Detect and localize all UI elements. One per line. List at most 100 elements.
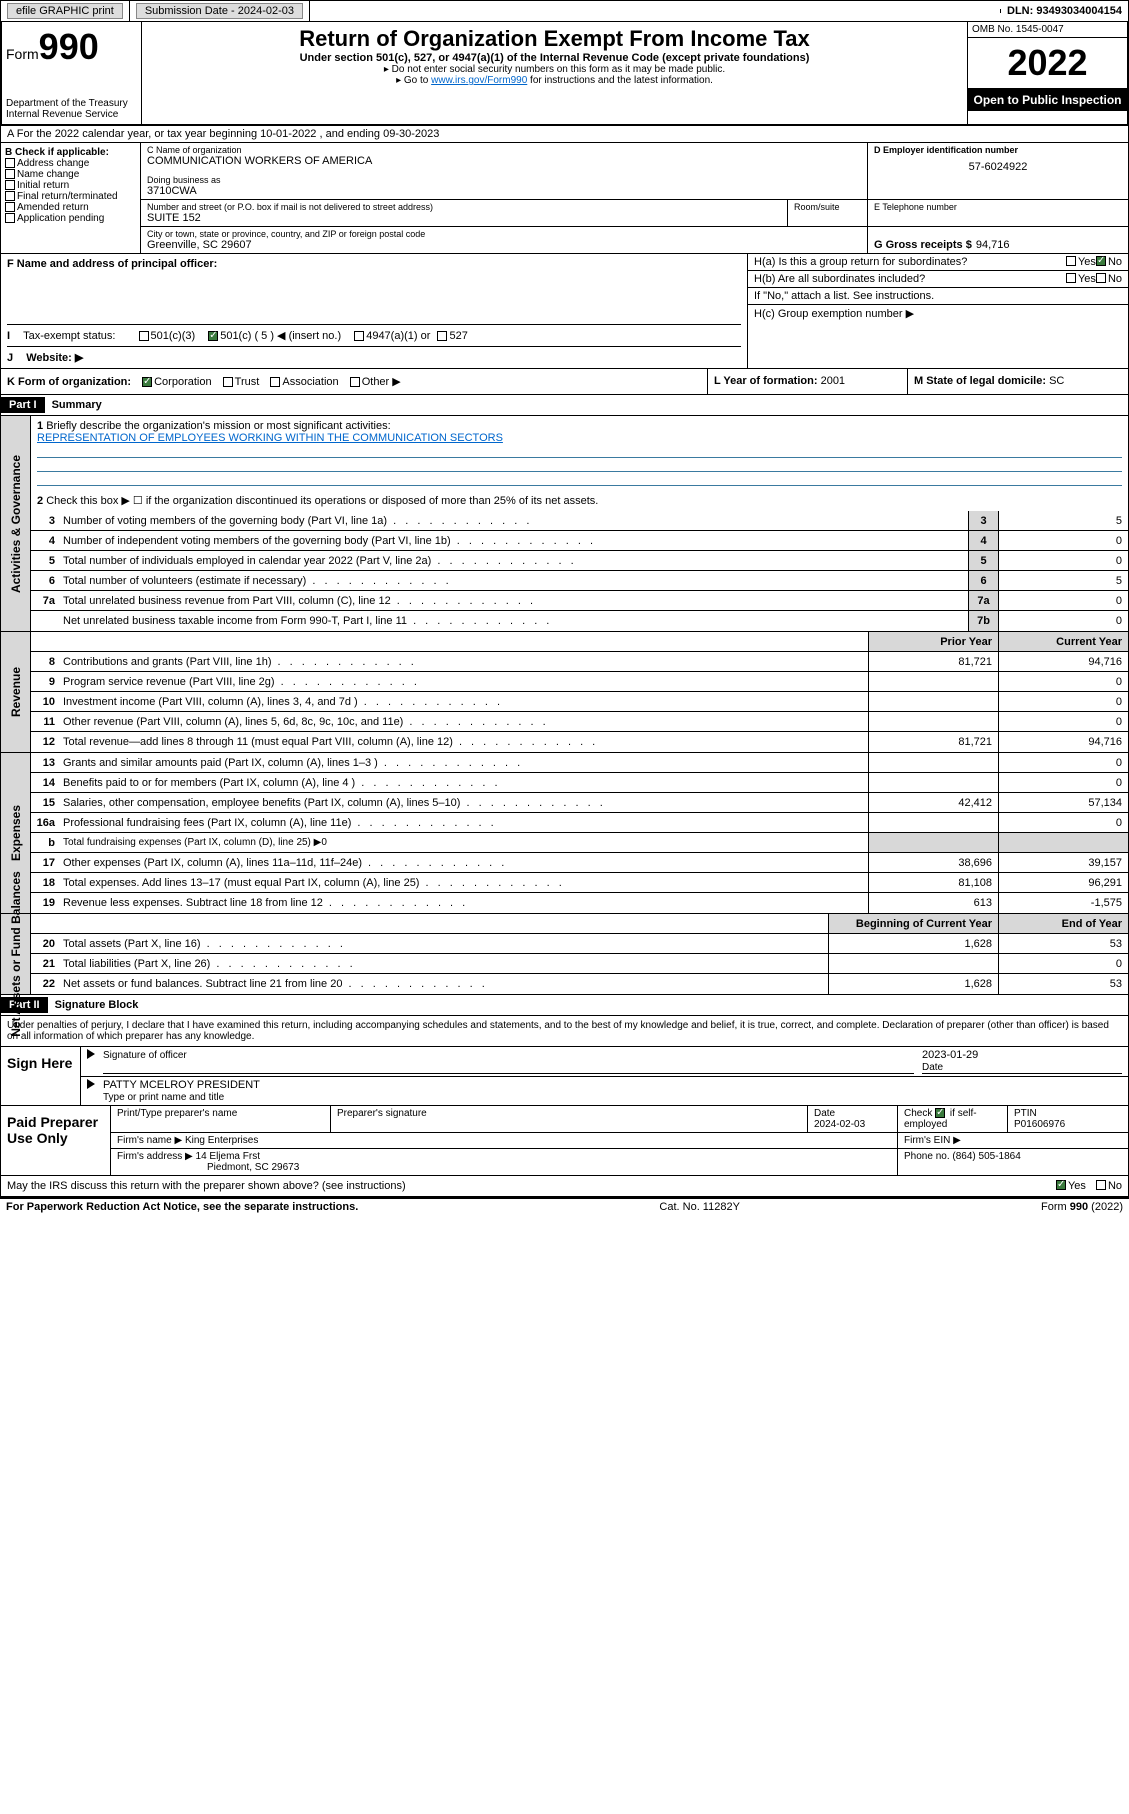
phone-value: (864) 505-1864 bbox=[952, 1151, 1020, 1162]
line-current bbox=[998, 833, 1128, 852]
table-row: 12 Total revenue—add lines 8 through 11 … bbox=[31, 732, 1128, 752]
form990-link[interactable]: www.irs.gov/Form990 bbox=[431, 75, 527, 86]
501c-checkbox[interactable] bbox=[208, 331, 218, 341]
line-text: Total assets (Part X, line 16) bbox=[59, 936, 828, 952]
final-return-checkbox[interactable] bbox=[5, 191, 15, 201]
line-current: 53 bbox=[998, 934, 1128, 953]
footer-form-c: (2022) bbox=[1088, 1201, 1123, 1213]
name-change-checkbox[interactable] bbox=[5, 169, 15, 179]
footer-form-a: Form bbox=[1041, 1201, 1070, 1213]
ptin-value: P01606976 bbox=[1014, 1119, 1065, 1130]
table-row: 16a Professional fundraising fees (Part … bbox=[31, 813, 1128, 833]
paid-preparer-label: Paid Preparer Use Only bbox=[1, 1106, 111, 1175]
line-text: Number of independent voting members of … bbox=[59, 533, 968, 549]
prep-date-value: 2024-02-03 bbox=[814, 1119, 865, 1130]
initial-return-checkbox[interactable] bbox=[5, 180, 15, 190]
line-num: 14 bbox=[31, 777, 59, 789]
line-prior: 613 bbox=[868, 893, 998, 913]
signature-block: Under penalties of perjury, I declare th… bbox=[0, 1016, 1129, 1197]
line-text: Benefits paid to or for members (Part IX… bbox=[59, 775, 868, 791]
line-current: 0 bbox=[998, 712, 1128, 731]
discuss-no-label: No bbox=[1108, 1180, 1122, 1192]
line-current: 0 bbox=[998, 692, 1128, 711]
line-text: Program service revenue (Part VIII, line… bbox=[59, 674, 868, 690]
line-prior: 81,721 bbox=[868, 732, 998, 752]
table-row: 13 Grants and similar amounts paid (Part… bbox=[31, 753, 1128, 773]
line-num: 7a bbox=[31, 595, 59, 607]
app-pending-label: Application pending bbox=[17, 213, 104, 224]
rev-spacer2 bbox=[59, 640, 868, 644]
phone-label: Phone no. bbox=[904, 1151, 950, 1162]
line-current: 96,291 bbox=[998, 873, 1128, 892]
line-prior bbox=[828, 954, 998, 973]
line-num: 17 bbox=[31, 857, 59, 869]
hb-label: H(b) Are all subordinates included? bbox=[754, 273, 1066, 285]
hb-no-checkbox[interactable] bbox=[1096, 273, 1106, 283]
ha-no-checkbox[interactable] bbox=[1096, 256, 1106, 266]
org-name: COMMUNICATION WORKERS OF AMERICA bbox=[147, 155, 861, 167]
f-officer-label: F Name and address of principal officer: bbox=[7, 258, 741, 270]
discuss-yes-checkbox[interactable] bbox=[1056, 1180, 1066, 1190]
table-row: 11 Other revenue (Part VIII, column (A),… bbox=[31, 712, 1128, 732]
line-box: 5 bbox=[968, 551, 998, 570]
arrow-icon-2 bbox=[87, 1079, 95, 1089]
trust-checkbox[interactable] bbox=[223, 377, 233, 387]
line-text: Contributions and grants (Part VIII, lin… bbox=[59, 654, 868, 670]
4947-checkbox[interactable] bbox=[354, 331, 364, 341]
e-phone-label: E Telephone number bbox=[874, 202, 1122, 212]
gross-receipts-value: 94,716 bbox=[976, 239, 1010, 251]
other-checkbox[interactable] bbox=[350, 377, 360, 387]
line-num: 12 bbox=[31, 736, 59, 748]
addr-change-checkbox[interactable] bbox=[5, 158, 15, 168]
ha-yes-checkbox[interactable] bbox=[1066, 256, 1076, 266]
hc-label: H(c) Group exemption number ▶ bbox=[754, 307, 914, 320]
assoc-checkbox[interactable] bbox=[270, 377, 280, 387]
line-num: 18 bbox=[31, 877, 59, 889]
k-label: K Form of organization: bbox=[7, 376, 131, 388]
line-current: 0 bbox=[998, 954, 1128, 973]
527-checkbox[interactable] bbox=[437, 331, 447, 341]
firm-name-label: Firm's name ▶ bbox=[117, 1135, 182, 1146]
self-emp-checkbox[interactable] bbox=[935, 1108, 945, 1118]
line-text: Total liabilities (Part X, line 26) bbox=[59, 956, 828, 972]
section-bcdeg: B Check if applicable: Address change Na… bbox=[0, 143, 1129, 254]
line-text: Grants and similar amounts paid (Part IX… bbox=[59, 755, 868, 771]
final-return-label: Final return/terminated bbox=[17, 191, 118, 202]
side-rev-label: Revenue bbox=[9, 667, 23, 717]
line-prior bbox=[868, 753, 998, 772]
line-text: Total unrelated business revenue from Pa… bbox=[59, 593, 968, 609]
app-pending-checkbox[interactable] bbox=[5, 213, 15, 223]
m-label: M State of legal domicile: bbox=[914, 375, 1046, 387]
corp-checkbox[interactable] bbox=[142, 377, 152, 387]
sig-date-value: 2023-01-29 bbox=[922, 1049, 1122, 1061]
line-current: 0 bbox=[998, 672, 1128, 691]
g-gross-label: G Gross receipts $ bbox=[874, 239, 972, 251]
table-row: 5 Total number of individuals employed i… bbox=[31, 551, 1128, 571]
hb2-label: If "No," attach a list. See instructions… bbox=[754, 290, 934, 302]
line-num: 8 bbox=[31, 656, 59, 668]
part2-title: Signature Block bbox=[55, 999, 139, 1011]
line-num: 9 bbox=[31, 676, 59, 688]
discuss-no-checkbox[interactable] bbox=[1096, 1180, 1106, 1190]
discuss-yes-label: Yes bbox=[1068, 1180, 1086, 1192]
expenses-section: Expenses 13 Grants and similar amounts p… bbox=[0, 753, 1129, 914]
line-num: 10 bbox=[31, 696, 59, 708]
mission-text: REPRESENTATION OF EMPLOYEES WORKING WITH… bbox=[37, 432, 1122, 444]
501c3-checkbox[interactable] bbox=[139, 331, 149, 341]
line-value: 0 bbox=[998, 551, 1128, 570]
table-row: 22 Net assets or fund balances. Subtract… bbox=[31, 974, 1128, 994]
year-formation: 2001 bbox=[821, 375, 845, 387]
line-box: 7b bbox=[968, 611, 998, 631]
table-row: 10 Investment income (Part VIII, column … bbox=[31, 692, 1128, 712]
line-text: Revenue less expenses. Subtract line 18 … bbox=[59, 895, 868, 911]
efile-button[interactable]: efile GRAPHIC print bbox=[7, 3, 123, 19]
line1-num: 1 bbox=[37, 420, 43, 432]
line-num: 5 bbox=[31, 555, 59, 567]
line-current: 53 bbox=[998, 974, 1128, 994]
line-box: 7a bbox=[968, 591, 998, 610]
hb-yes-checkbox[interactable] bbox=[1066, 273, 1076, 283]
netassets-section: Net Assets or Fund Balances Beginning of… bbox=[0, 914, 1129, 995]
table-row: Net unrelated business taxable income fr… bbox=[31, 611, 1128, 631]
amended-checkbox[interactable] bbox=[5, 202, 15, 212]
state-domicile: SC bbox=[1049, 375, 1064, 387]
